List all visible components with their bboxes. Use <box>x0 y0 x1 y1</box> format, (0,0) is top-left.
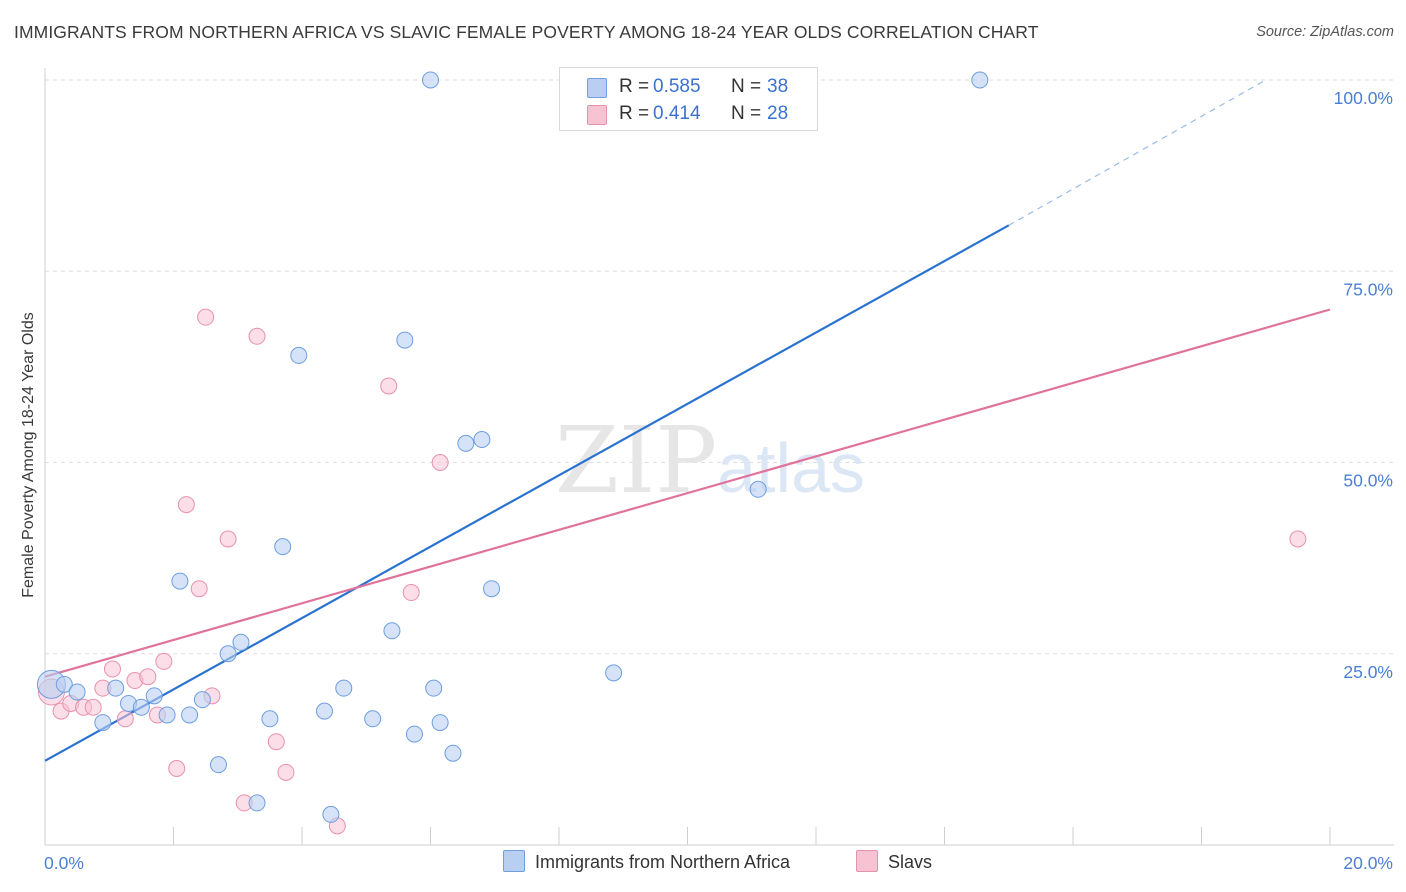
grid-lines <box>45 79 1394 655</box>
point-northern-africa <box>55 675 73 693</box>
trendline-slavs <box>44 308 1331 678</box>
y-axis-label: Female Poverty Among 18-24 Year Olds <box>20 312 37 598</box>
legend-n-value: 38 <box>767 76 789 97</box>
point-slavs <box>431 454 449 471</box>
point-northern-africa <box>971 71 989 89</box>
point-northern-africa <box>457 434 475 452</box>
bottom-legend-northern-africa: Immigrants from Northern Africa <box>503 850 790 873</box>
trendline-northern-africa <box>44 224 1010 762</box>
point-northern-africa <box>274 538 292 556</box>
point-northern-africa <box>483 580 501 598</box>
chart-title: IMMIGRANTS FROM NORTHERN AFRICA VS SLAVI… <box>14 22 1039 42</box>
point-slavs <box>402 584 420 602</box>
point-northern-africa <box>605 664 623 682</box>
point-northern-africa <box>405 725 423 743</box>
bottom-legend-label: Immigrants from Northern Africa <box>535 852 791 872</box>
point-northern-africa <box>132 698 150 716</box>
point-slavs <box>168 760 186 777</box>
point-slavs <box>155 652 173 670</box>
legend-n-label: N = <box>731 103 762 124</box>
point-slavs <box>103 660 121 678</box>
point-northern-africa <box>364 710 382 728</box>
point-northern-africa <box>209 756 227 774</box>
point-slavs <box>139 668 157 686</box>
point-slavs <box>380 377 398 395</box>
point-northern-africa <box>145 687 163 705</box>
legend-swatch-blue <box>587 78 607 98</box>
point-northern-africa <box>290 346 308 364</box>
point-northern-africa <box>315 702 333 720</box>
point-northern-africa <box>749 480 767 498</box>
tick-labels: 100.0% 75.0% 50.0% 25.0% 0.0% 20.0% <box>44 88 1393 873</box>
point-northern-africa <box>68 683 86 701</box>
y-tick-label: 100.0% <box>1334 88 1393 108</box>
point-northern-africa <box>396 331 414 349</box>
x-tick-label: 20.0% <box>1343 853 1393 873</box>
point-northern-africa <box>335 679 353 697</box>
point-northern-africa <box>193 691 211 709</box>
legend-r-label: R = <box>619 103 650 124</box>
point-northern-africa <box>425 679 443 697</box>
bottom-legend-slavs: Slavs <box>856 850 932 873</box>
point-northern-africa <box>422 71 439 89</box>
point-northern-africa <box>322 805 340 823</box>
point-northern-africa <box>107 679 125 697</box>
axes <box>44 68 1394 846</box>
legend-n-label: N = <box>731 76 762 97</box>
point-slavs <box>277 763 295 781</box>
watermark-zip: ZIP <box>555 407 717 514</box>
point-slavs <box>219 530 237 548</box>
point-slavs <box>177 496 195 514</box>
point-northern-africa <box>94 714 112 732</box>
point-northern-africa <box>444 744 462 762</box>
point-slavs <box>190 580 208 598</box>
point-northern-africa <box>383 622 401 640</box>
bottom-legend-swatch-blue <box>503 850 525 872</box>
y-tick-label: 75.0% <box>1343 279 1393 299</box>
legend-n-value: 28 <box>767 103 789 124</box>
data-points <box>36 71 1307 835</box>
point-northern-africa <box>261 710 279 728</box>
point-northern-africa <box>219 645 237 663</box>
point-northern-africa <box>431 714 449 732</box>
point-northern-africa <box>158 706 176 724</box>
point-slavs <box>84 698 102 716</box>
trendline-northern-africa-extension <box>1008 79 1267 226</box>
point-slavs <box>116 710 134 728</box>
point-northern-africa <box>171 572 189 590</box>
legend: R = 0.585 N = 38 R = 0.414 N = 28 <box>559 67 818 131</box>
legend-r-value: 0.585 <box>653 76 701 97</box>
point-slavs <box>1289 530 1307 548</box>
point-slavs <box>197 308 215 326</box>
watermark: ZIPatlas <box>555 407 865 514</box>
point-northern-africa <box>181 706 199 724</box>
watermark-atlas: atlas <box>717 429 865 507</box>
y-tick-label: 25.0% <box>1343 662 1393 682</box>
x-tick-label: 0.0% <box>44 853 84 873</box>
bottom-legend-swatch-pink <box>856 850 878 872</box>
point-slavs <box>248 327 266 345</box>
chart-source: Source: ZipAtlas.com <box>1256 24 1394 40</box>
point-slavs <box>267 733 285 751</box>
bottom-legend-label: Slavs <box>888 852 933 872</box>
legend-swatch-pink <box>587 105 607 125</box>
legend-r-label: R = <box>619 76 650 97</box>
legend-r-value: 0.414 <box>653 103 701 124</box>
point-northern-africa <box>248 794 266 812</box>
point-northern-africa <box>232 633 250 651</box>
trendlines <box>44 79 1331 762</box>
point-northern-africa <box>473 431 491 449</box>
y-tick-label: 50.0% <box>1343 471 1393 491</box>
